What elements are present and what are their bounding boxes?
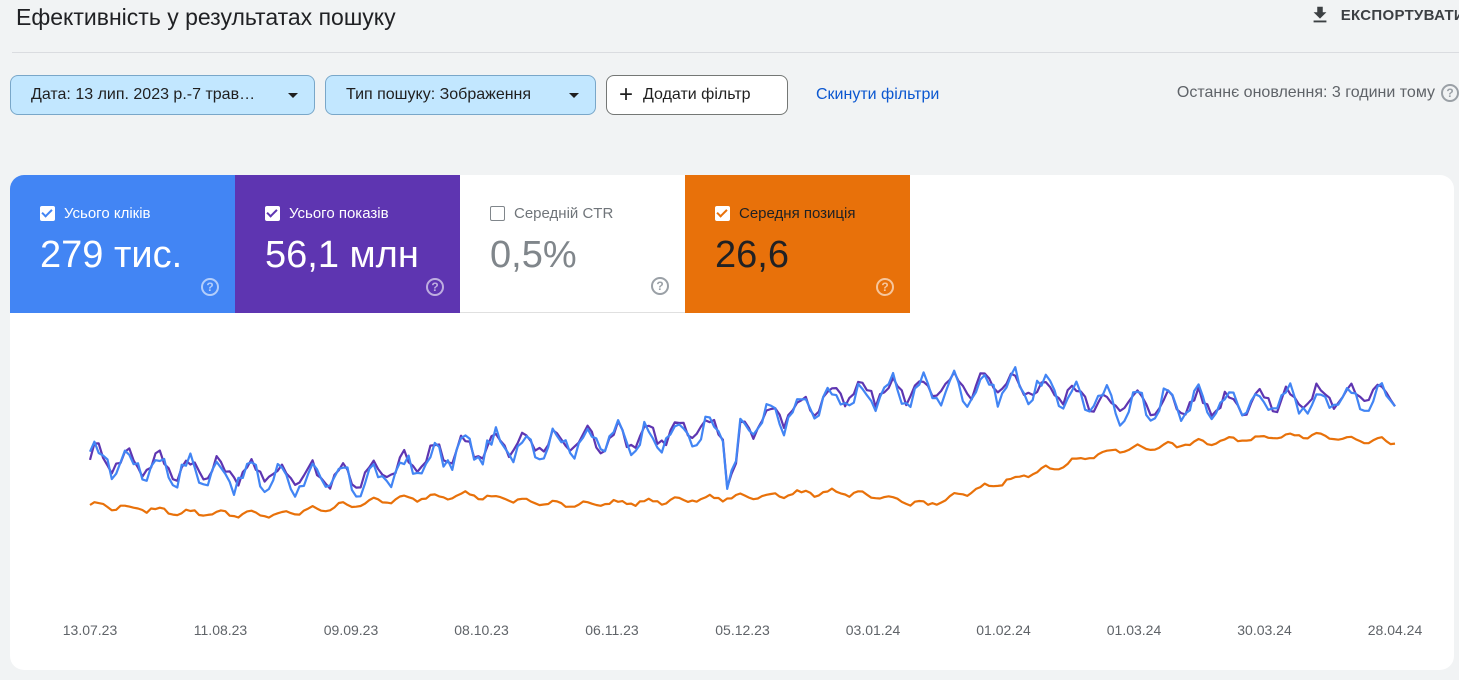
series-line	[88, 366, 1396, 498]
metric-label: Середня позиція	[739, 205, 856, 222]
x-tick-label: 01.02.24	[976, 622, 1031, 638]
x-tick-label: 05.12.23	[715, 622, 770, 638]
add-filter-label: Додати фільтр	[643, 86, 751, 103]
checkbox-checked-icon[interactable]	[265, 206, 280, 221]
reset-filters-link[interactable]: Скинути фільтри	[816, 86, 940, 103]
x-tick-label: 08.10.23	[454, 622, 509, 638]
checkbox-unchecked-icon[interactable]	[490, 206, 505, 221]
plus-icon: +	[619, 81, 634, 108]
metric-tiles: Усього кліків 279 тис. ? Усього показів …	[10, 175, 910, 313]
x-tick-label: 01.03.24	[1107, 622, 1162, 638]
x-tick-label: 13.07.23	[63, 622, 118, 638]
checkbox-checked-icon[interactable]	[40, 206, 55, 221]
performance-card: Усього кліків 279 тис. ? Усього показів …	[10, 175, 1454, 670]
series-line	[89, 431, 1396, 519]
x-tick-label: 03.01.24	[846, 622, 901, 638]
x-tick-label: 09.09.23	[324, 622, 379, 638]
search-type-label: Тип пошуку: Зображення	[346, 86, 532, 103]
series-line	[88, 371, 1396, 490]
add-filter-button[interactable]: + Додати фільтр	[606, 75, 788, 115]
date-filter-label: Дата: 13 лип. 2023 р.-7 трав…	[31, 86, 256, 103]
page-header: Ефективність у результатах пошуку ЕКСПОР…	[0, 0, 1459, 40]
metric-label: Середній CTR	[514, 205, 614, 222]
filter-bar: Дата: 13 лип. 2023 р.-7 трав… Тип пошуку…	[10, 75, 939, 115]
metric-total-impressions[interactable]: Усього показів 56,1 млн ?	[235, 175, 460, 313]
export-label: ЕКСПОРТУВАТИ	[1340, 6, 1459, 24]
chevron-down-icon	[569, 92, 579, 98]
search-type-chip[interactable]: Тип пошуку: Зображення	[325, 75, 596, 115]
last-update-text: Останнє оновлення: 3 години тому	[1176, 84, 1435, 101]
metric-average-position[interactable]: Середня позиція 26,6 ?	[685, 175, 910, 313]
metric-value: 279 тис.	[40, 234, 183, 276]
checkbox-checked-icon[interactable]	[715, 206, 730, 221]
page-title: Ефективність у результатах пошуку	[16, 4, 396, 30]
metric-value: 56,1 млн	[265, 234, 419, 276]
last-update-status: Останнє оновлення: 3 години тому ?	[1177, 84, 1459, 102]
download-icon	[1313, 6, 1327, 23]
performance-chart[interactable]: 13.07.23 11.08.23 09.09.23 08.10.23 06.11.23…	[10, 313, 1454, 670]
metric-label: Усього кліків	[64, 205, 151, 222]
x-tick-label: 11.08.23	[194, 622, 248, 638]
metric-total-clicks[interactable]: Усього кліків 279 тис. ?	[10, 175, 235, 313]
chevron-down-icon	[288, 92, 298, 98]
metric-value: 0,5%	[490, 234, 577, 276]
header-divider	[12, 52, 1459, 53]
x-tick-label: 30.03.24	[1237, 622, 1292, 638]
help-icon[interactable]: ?	[201, 278, 219, 296]
metric-value: 26,6	[715, 234, 789, 276]
help-icon[interactable]: ?	[876, 278, 894, 296]
help-icon[interactable]: ?	[1441, 84, 1459, 102]
export-button[interactable]: ЕКСПОРТУВАТИ	[1309, 4, 1459, 26]
help-icon[interactable]: ?	[426, 278, 444, 296]
help-icon[interactable]: ?	[651, 277, 669, 295]
x-tick-label: 28.04.24	[1368, 622, 1423, 638]
metric-average-ctr[interactable]: Середній CTR 0,5% ?	[460, 175, 685, 313]
x-tick-label: 06.11.23	[585, 622, 639, 638]
date-filter-chip[interactable]: Дата: 13 лип. 2023 р.-7 трав…	[10, 75, 315, 115]
metric-label: Усього показів	[289, 205, 389, 222]
